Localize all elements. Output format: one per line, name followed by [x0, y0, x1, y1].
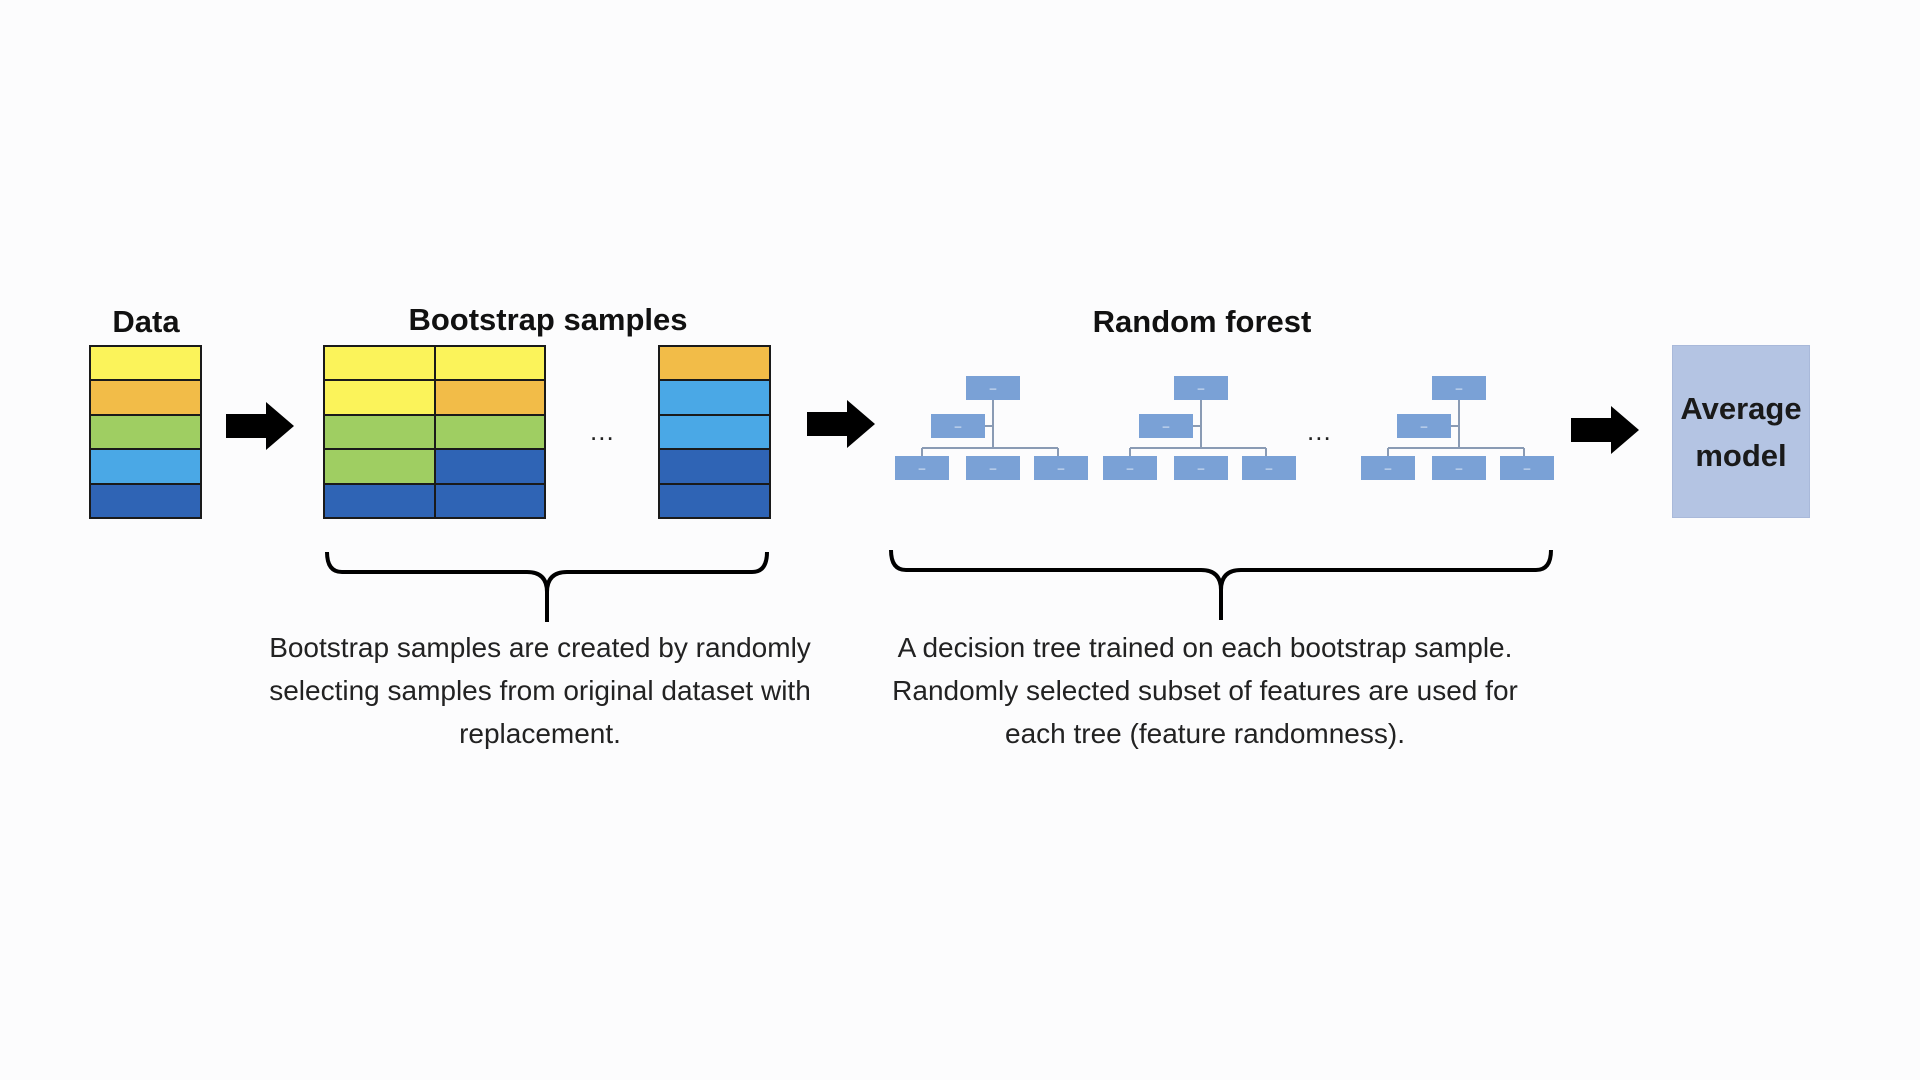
right-arrow-icon	[807, 400, 875, 448]
tree-node-glyph: –	[1456, 461, 1463, 475]
table-cell-orange	[660, 347, 769, 380]
table-cell-dark-blue	[325, 484, 434, 517]
data-title: Data	[112, 304, 180, 339]
table-cell-orange	[435, 381, 544, 414]
tree-internal-node	[931, 414, 985, 438]
bootstrap-ellipsis: ...	[590, 416, 615, 446]
table-cell-light-blue	[660, 415, 769, 449]
bootstrap-sample-table	[658, 345, 771, 519]
table-cell-dark-blue	[435, 484, 544, 517]
tree-node-glyph: –	[1385, 461, 1392, 475]
random-forest-title: Random forest	[1092, 304, 1312, 339]
tree-leaf-node	[1174, 456, 1228, 480]
tree-leaf-node	[895, 456, 949, 480]
decision-tree-icon: – – – – –	[893, 374, 1093, 494]
tree-node-glyph: –	[1198, 381, 1205, 395]
tree-node-glyph: –	[1266, 461, 1273, 475]
tree-node-glyph: –	[955, 419, 962, 433]
table-cell-yellow	[325, 347, 434, 380]
table-cell-dark-blue	[660, 450, 769, 483]
right-arrow-icon	[226, 402, 294, 450]
tree-root-node	[966, 376, 1020, 400]
bootstrap-sample-table	[323, 345, 546, 519]
tree-node-glyph: –	[990, 461, 997, 475]
tree-node-glyph: –	[1421, 419, 1428, 433]
bootstrap-caption: Bootstrap samples are created by randoml…	[269, 632, 811, 749]
tree-node-glyph: –	[919, 461, 926, 475]
tree-node-glyph: –	[1127, 461, 1134, 475]
tree-node-glyph: –	[990, 381, 997, 395]
decision-tree-icon: – – – – –	[1359, 374, 1559, 494]
tree-node-glyph: –	[1524, 461, 1531, 475]
tree-root-node	[1432, 376, 1486, 400]
tree-node-glyph: –	[1456, 381, 1463, 395]
average-model-label: Average model	[1680, 390, 1802, 473]
tree-internal-node	[1139, 414, 1193, 438]
tree-leaf-node	[1432, 456, 1486, 480]
tree-leaf-node	[1361, 456, 1415, 480]
table-cell-dark-blue	[435, 450, 544, 483]
table-cell-dark-blue	[91, 484, 200, 517]
table-cell-yellow	[325, 381, 434, 414]
table-cell-light-blue	[91, 450, 200, 483]
tree-leaf-node	[966, 456, 1020, 480]
tree-node-glyph: –	[1198, 461, 1205, 475]
table-cell-green	[325, 450, 434, 483]
table-cell-yellow	[91, 347, 200, 380]
random-forest-caption: A decision tree trained on each bootstra…	[892, 632, 1518, 749]
tree-leaf-node	[1500, 456, 1554, 480]
tree-leaf-node	[1103, 456, 1157, 480]
table-cell-green	[325, 415, 434, 449]
tree-node-glyph: –	[1163, 419, 1170, 433]
tree-node-glyph: –	[1058, 461, 1065, 475]
table-cell-yellow	[435, 347, 544, 380]
table-cell-dark-blue	[660, 484, 769, 517]
table-cell-light-blue	[660, 381, 769, 414]
table-cell-orange	[91, 381, 200, 414]
right-arrow-icon	[1571, 406, 1639, 454]
data-table	[89, 345, 202, 519]
bootstrap-samples-title: Bootstrap samples	[408, 302, 688, 337]
table-cell-green	[435, 415, 544, 449]
average-model-box: Average model	[1672, 345, 1810, 518]
table-cell-green	[91, 415, 200, 449]
forest-ellipsis: ...	[1307, 416, 1332, 446]
decision-tree-icon: – – – – –	[1101, 374, 1301, 494]
tree-internal-node	[1397, 414, 1451, 438]
curly-brace-icon	[325, 551, 769, 622]
curly-brace-icon	[889, 549, 1553, 620]
tree-root-node	[1174, 376, 1228, 400]
tree-leaf-node	[1034, 456, 1088, 480]
tree-leaf-node	[1242, 456, 1296, 480]
